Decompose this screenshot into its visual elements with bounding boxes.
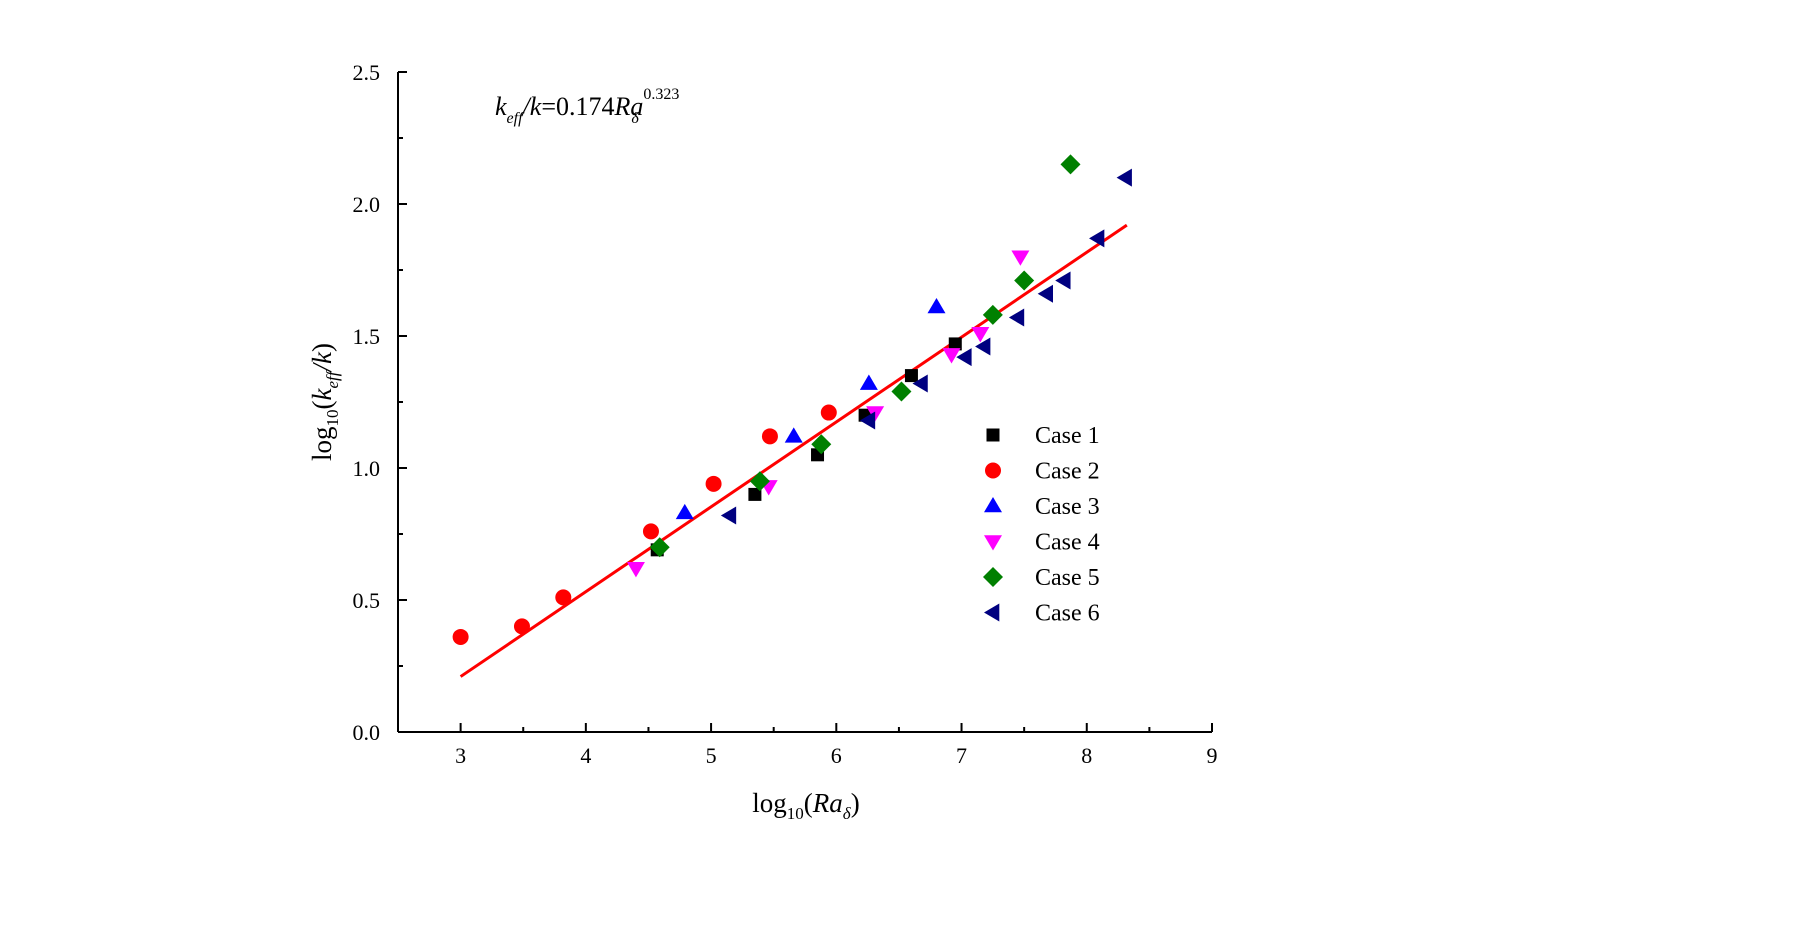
ylabel-slash-k: /k <box>307 351 337 374</box>
data-point <box>1037 284 1053 303</box>
eq-eff: eff <box>507 110 526 127</box>
data-point <box>761 428 778 445</box>
eq-ra: Ra <box>613 92 643 121</box>
data-point <box>720 506 737 525</box>
legend-marker <box>984 497 1002 513</box>
xlabel-open: ( <box>804 788 813 818</box>
series-case-1 <box>650 337 962 557</box>
eq-slash-k: /k <box>521 92 542 121</box>
xlabel-delta: δ <box>843 804 852 823</box>
legend-marker <box>983 567 1003 587</box>
y-tick-label: 2.5 <box>353 60 381 85</box>
data-point <box>749 471 770 492</box>
xlabel-log: log <box>752 788 787 818</box>
ylabel-close: ) <box>307 343 337 352</box>
data-point <box>927 297 946 314</box>
data-point <box>912 374 928 393</box>
x-tick-label: 6 <box>831 743 842 768</box>
x-tick-label: 7 <box>956 743 967 768</box>
y-tick-label: 0.0 <box>353 720 381 745</box>
legend-label: Case 1 <box>1035 423 1100 449</box>
data-point <box>1055 271 1071 290</box>
data-point <box>1116 168 1132 187</box>
data-point <box>748 487 762 501</box>
data-point <box>513 618 530 635</box>
data-point <box>904 369 918 383</box>
data-point <box>452 628 469 645</box>
x-tick-label: 8 <box>1081 743 1092 768</box>
y-axis-ticks: 0.0 0.5 1.0 1.5 2.0 2.5 <box>353 60 407 745</box>
data-point <box>675 503 694 520</box>
data-point <box>859 411 876 430</box>
y-tick-label: 1.0 <box>353 456 381 481</box>
y-tick-label: 1.5 <box>353 324 381 349</box>
legend-label: Case 3 <box>1035 494 1100 520</box>
ylabel-k: k <box>307 387 337 400</box>
y-tick-label: 0.5 <box>353 588 381 613</box>
x-tick-label: 4 <box>580 743 591 768</box>
data-point <box>956 348 972 367</box>
fit-equation: keff/k=0.174Ra0.323 δ <box>495 86 679 127</box>
series-case-2 <box>452 404 837 645</box>
series-case-3 <box>675 297 946 520</box>
x-axis-label: log10(Raδ) <box>752 788 859 823</box>
fit-line <box>459 223 1128 678</box>
legend-marker <box>985 462 1001 479</box>
xlabel-base: 10 <box>787 804 804 823</box>
eq-k: k <box>495 92 507 121</box>
ylabel-base: 10 <box>323 409 342 426</box>
data-point <box>626 562 645 578</box>
data-point <box>820 404 837 421</box>
legend-label: Case 4 <box>1035 530 1100 556</box>
data-point <box>784 427 803 443</box>
data-point <box>1060 154 1081 175</box>
data-point <box>555 589 572 606</box>
x-axis-ticks: 3 4 5 6 7 8 9 <box>397 723 1218 768</box>
ylabel-open: ( <box>307 400 337 409</box>
data-point <box>1008 308 1025 327</box>
data-point <box>891 381 912 402</box>
data-point <box>859 374 878 390</box>
data-point <box>982 304 1003 325</box>
data-point <box>971 327 990 343</box>
legend-marker <box>984 603 1000 622</box>
legend-label: Case 2 <box>1035 459 1100 485</box>
y-axis-label: log10(keff/k) <box>307 343 342 461</box>
data-point <box>1089 229 1105 248</box>
data-point <box>942 348 961 364</box>
eq-coefficient: =0.174 <box>541 92 614 121</box>
eq-delta: δ <box>631 110 639 127</box>
data-point <box>1014 270 1035 291</box>
series-case-5 <box>649 154 1081 558</box>
data-point <box>975 337 991 356</box>
xlabel-close: ) <box>851 788 860 818</box>
y-tick-label: 2.0 <box>353 192 381 217</box>
legend-label: Case 6 <box>1035 601 1100 627</box>
data-point <box>1011 250 1030 266</box>
legend-marker <box>986 428 1000 442</box>
ylabel-eff: eff <box>323 369 342 388</box>
data-point <box>811 434 832 455</box>
legend: Case 1 Case 2 Case 3 Case 4 Case 5 Case 6 <box>983 423 1100 627</box>
data-point <box>649 537 670 558</box>
legend-marker <box>984 535 1002 551</box>
data-point <box>948 337 962 351</box>
xlabel-ra: Ra <box>812 788 843 818</box>
ylabel-log: log <box>307 426 337 461</box>
fit-line-layer <box>459 223 1128 678</box>
x-tick-label: 5 <box>706 743 717 768</box>
data-point <box>705 475 722 492</box>
series-case-6 <box>720 168 1132 525</box>
data-point <box>642 523 659 540</box>
legend-label: Case 5 <box>1035 565 1100 591</box>
x-tick-label: 3 <box>455 743 466 768</box>
eq-exponent: 0.323 <box>643 86 679 103</box>
x-tick-label: 9 <box>1207 743 1218 768</box>
data-points <box>452 154 1132 645</box>
